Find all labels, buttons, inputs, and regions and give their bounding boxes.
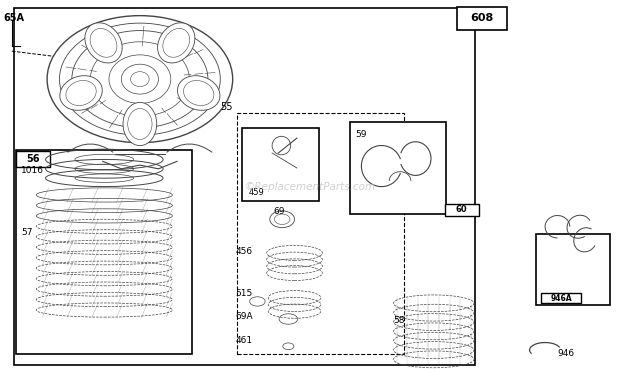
- Bar: [536, 234, 610, 305]
- Text: 608: 608: [471, 13, 494, 23]
- Text: 1016: 1016: [21, 166, 44, 175]
- Ellipse shape: [60, 76, 102, 110]
- Bar: [541, 293, 581, 303]
- Text: 58: 58: [393, 316, 404, 325]
- Text: ©ReplacementParts.com: ©ReplacementParts.com: [244, 183, 376, 192]
- Text: 55: 55: [220, 102, 232, 112]
- Bar: [14, 8, 475, 365]
- Bar: [242, 128, 319, 201]
- Bar: [350, 122, 446, 214]
- Bar: [16, 151, 50, 167]
- Text: 57: 57: [21, 228, 33, 237]
- Text: 60: 60: [456, 206, 467, 214]
- Text: 946: 946: [557, 349, 575, 358]
- Bar: [456, 7, 507, 30]
- Text: 69A: 69A: [236, 312, 254, 321]
- Ellipse shape: [47, 16, 232, 143]
- Text: 461: 461: [236, 336, 253, 345]
- Text: 515: 515: [236, 290, 253, 298]
- Ellipse shape: [85, 23, 122, 63]
- Text: 65A: 65A: [4, 12, 25, 22]
- Text: 56: 56: [27, 154, 40, 164]
- Text: 69: 69: [273, 207, 285, 216]
- Ellipse shape: [157, 23, 195, 63]
- Ellipse shape: [177, 76, 220, 110]
- Bar: [445, 204, 479, 216]
- Ellipse shape: [123, 102, 157, 146]
- Text: 59: 59: [355, 130, 366, 139]
- Text: 459: 459: [248, 188, 264, 197]
- Bar: [16, 150, 192, 354]
- Text: 456: 456: [236, 246, 253, 255]
- Bar: [237, 113, 404, 354]
- Text: 946A: 946A: [551, 294, 573, 303]
